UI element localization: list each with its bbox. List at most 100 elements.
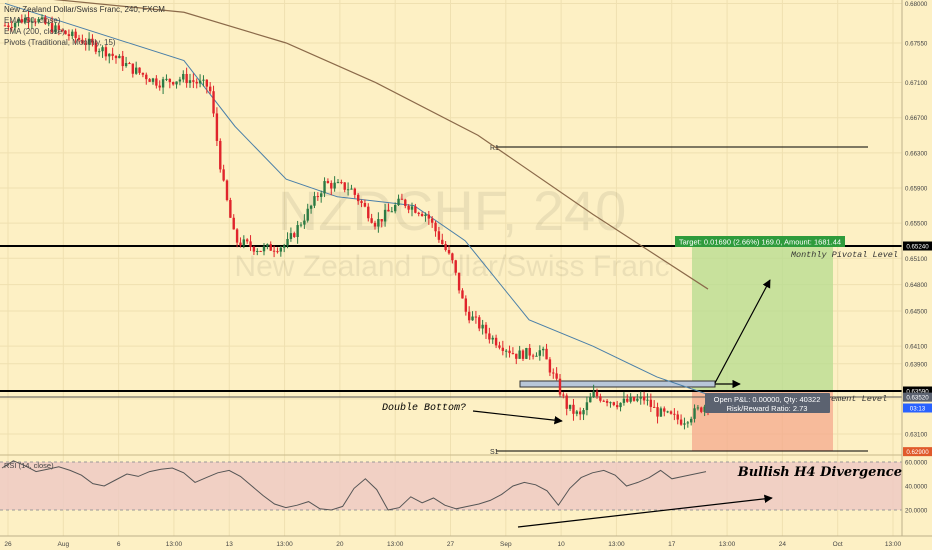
candle-body bbox=[521, 350, 525, 359]
candle-body bbox=[508, 350, 511, 354]
candle-body bbox=[256, 250, 259, 252]
candle-body bbox=[229, 200, 232, 218]
candle-body bbox=[128, 63, 131, 65]
divergence-annotation: Bullish H4 Divergence bbox=[737, 465, 902, 480]
candle-body bbox=[30, 21, 34, 23]
candle-body bbox=[636, 398, 639, 401]
rsi-tick: 20.0000 bbox=[905, 508, 928, 515]
candle-body bbox=[494, 337, 498, 346]
price-badge bbox=[903, 241, 932, 251]
candle-body bbox=[511, 353, 515, 355]
candle-body bbox=[683, 423, 686, 425]
price-badge bbox=[903, 447, 932, 457]
candle-body bbox=[114, 55, 118, 59]
candle-body bbox=[673, 413, 676, 415]
candle-body bbox=[622, 398, 626, 403]
candle-body bbox=[303, 220, 306, 225]
candle-body bbox=[10, 26, 13, 28]
candle-body bbox=[360, 201, 363, 203]
time-axis[interactable] bbox=[0, 536, 932, 550]
indicator-ema-50[interactable]: EMA (50, close) bbox=[4, 16, 61, 25]
candle-body bbox=[663, 408, 666, 412]
pnl-label: Open P&L: 0.00000, Qty: 40322 bbox=[714, 395, 821, 404]
time-label: 13:00 bbox=[276, 541, 293, 548]
candle-body bbox=[605, 400, 609, 403]
double-bottom-annotation: Double Bottom? bbox=[382, 402, 466, 414]
candle-body bbox=[3, 25, 7, 27]
candle-body bbox=[562, 394, 565, 396]
candle-body bbox=[427, 214, 431, 219]
candle-body bbox=[467, 311, 471, 321]
candle-body bbox=[94, 42, 98, 52]
candle-body bbox=[262, 246, 266, 252]
candle-body bbox=[609, 402, 612, 404]
candle-body bbox=[626, 398, 629, 402]
time-label: 13:00 bbox=[885, 541, 902, 548]
time-label: 24 bbox=[779, 541, 787, 548]
price-badge bbox=[903, 392, 932, 402]
indicator-pivots[interactable]: Pivots (Traditional, Monthly, 15) bbox=[4, 38, 116, 47]
time-label: 17 bbox=[668, 541, 676, 548]
price-axis[interactable] bbox=[902, 0, 932, 550]
candle-body bbox=[272, 250, 276, 252]
candle-body bbox=[145, 74, 148, 80]
candle-body bbox=[232, 217, 235, 230]
candle-body bbox=[235, 229, 239, 243]
candle-body bbox=[84, 43, 87, 45]
candle-body bbox=[259, 250, 262, 252]
target-label-bg bbox=[675, 236, 845, 247]
support-zone-box[interactable] bbox=[519, 380, 716, 388]
candle-body bbox=[91, 38, 94, 43]
rsi-title[interactable]: RSI (14, close) bbox=[4, 461, 54, 470]
candle-body bbox=[491, 337, 494, 340]
candle-body bbox=[646, 399, 649, 401]
candle-body bbox=[286, 238, 289, 246]
candle-body bbox=[390, 211, 394, 213]
price-tick: 0.66300 bbox=[905, 150, 928, 157]
ema-50-line bbox=[4, 2, 709, 395]
projection-arrow-up[interactable] bbox=[714, 279, 771, 384]
time-label: 13:00 bbox=[608, 541, 625, 548]
candle-body bbox=[545, 348, 548, 360]
candle-body bbox=[444, 244, 447, 251]
candle-body bbox=[572, 404, 575, 414]
profit-zone[interactable] bbox=[692, 246, 833, 391]
time-label: 10 bbox=[558, 541, 566, 548]
divergence-arrow[interactable] bbox=[517, 494, 773, 528]
candle-body bbox=[316, 196, 320, 198]
candle-body bbox=[81, 39, 84, 44]
candle-body bbox=[585, 402, 589, 411]
price-tick: 0.64500 bbox=[905, 309, 928, 316]
candle-body bbox=[488, 333, 491, 340]
candle-body bbox=[74, 31, 77, 38]
candle-body bbox=[454, 260, 457, 273]
candle-body bbox=[373, 222, 377, 227]
candle-body bbox=[222, 169, 225, 181]
candle-body bbox=[602, 400, 605, 402]
candle-body bbox=[168, 78, 172, 83]
candle-body bbox=[689, 418, 693, 423]
candle-body bbox=[346, 189, 350, 191]
candle-body bbox=[44, 17, 47, 24]
candle-body bbox=[60, 29, 64, 31]
r1-label: R1 bbox=[490, 145, 499, 152]
candle-body bbox=[266, 244, 269, 247]
candle-body bbox=[101, 47, 104, 52]
price-badge-label: 03:13 bbox=[910, 406, 926, 413]
candle-body bbox=[370, 218, 373, 223]
candle-body bbox=[108, 53, 111, 57]
candle-body bbox=[178, 79, 182, 82]
candle-body bbox=[555, 373, 558, 379]
candle-body bbox=[50, 23, 54, 33]
double-bottom-arrow[interactable] bbox=[472, 410, 563, 425]
candle-body bbox=[64, 30, 67, 35]
candle-body bbox=[67, 34, 71, 37]
candle-body bbox=[481, 324, 484, 329]
indicator-ema-200[interactable]: EMA (200, close) bbox=[4, 27, 65, 36]
candle-body bbox=[548, 359, 552, 373]
candle-body bbox=[208, 86, 212, 92]
candle-body bbox=[118, 55, 121, 59]
candle-body bbox=[215, 113, 219, 141]
candle-body bbox=[629, 396, 632, 402]
